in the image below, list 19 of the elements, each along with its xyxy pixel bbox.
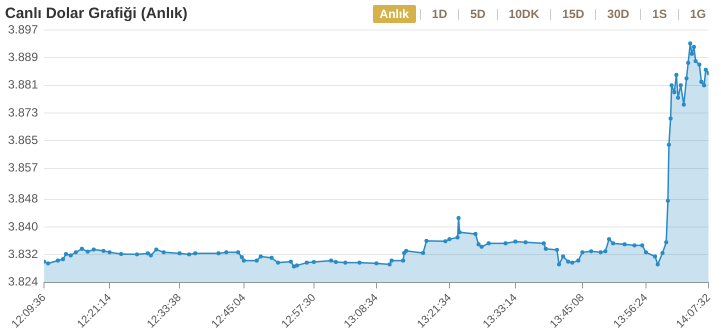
y-tick-label: 3.881 <box>8 78 38 92</box>
text: Anlık <box>372 5 416 23</box>
text: 30D <box>606 6 630 23</box>
y-tick-label: 3.840 <box>8 219 38 234</box>
text: 10DK <box>508 6 540 23</box>
text: 15D <box>561 6 586 23</box>
text: 1G <box>688 6 707 23</box>
y-tick-label: 3.873 <box>8 105 38 120</box>
y-tick-label: 3.897 <box>8 22 38 36</box>
y-tick-label: 3.832 <box>8 247 38 262</box>
y-tick-label: 3.865 <box>8 132 38 147</box>
text: 5D <box>469 6 487 23</box>
y-tick-label: 3.848 <box>8 192 38 206</box>
y-tick-label: 3.824 <box>8 274 38 289</box>
chart-title: Canlı Dolar Grafiği (Anlık) <box>5 5 188 22</box>
y-tick-label: 3.889 <box>8 50 38 64</box>
y-tick-label: 3.857 <box>8 160 38 175</box>
text: 1S <box>651 6 668 23</box>
text: 1D <box>430 6 448 23</box>
